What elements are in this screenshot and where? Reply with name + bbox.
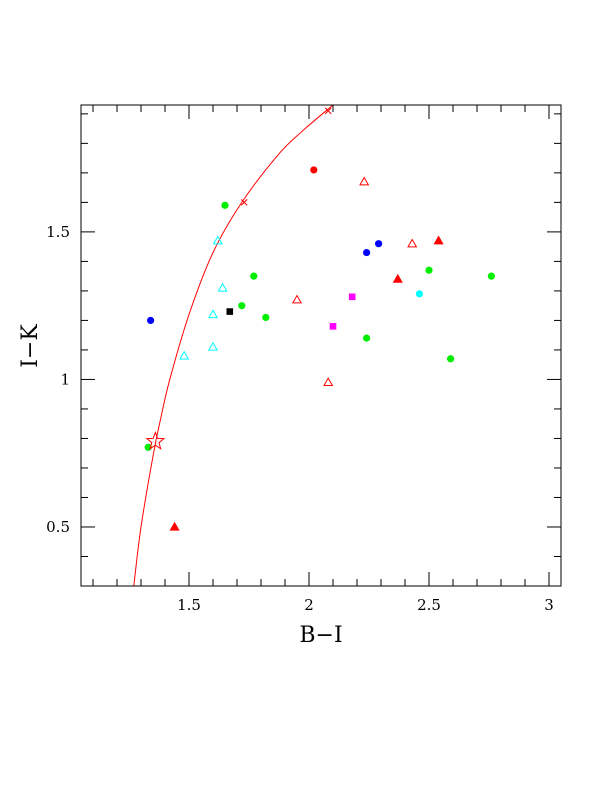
data-point-triangle-open <box>212 235 223 245</box>
data-point-circle <box>487 272 495 280</box>
data-point-circle <box>425 266 433 274</box>
axis-ticks <box>81 105 561 587</box>
data-point-circle <box>363 248 371 257</box>
model-curve-layer <box>133 105 334 586</box>
y-tick-label: 1 <box>60 370 70 388</box>
data-point-triangle-open <box>407 238 418 248</box>
x-tick-label: 2.5 <box>417 596 441 614</box>
data-point-circle <box>221 201 229 209</box>
data-point-circle <box>415 290 423 298</box>
y-tick-label: 1.5 <box>46 223 70 241</box>
curve-cross-marker <box>324 107 332 115</box>
data-point-circle <box>250 272 258 280</box>
y-tick-label: 0.5 <box>46 518 70 536</box>
data-point-circle <box>447 355 455 363</box>
data-point-circle <box>363 334 371 342</box>
data-point-triangle <box>392 273 403 283</box>
x-tick-label: 2 <box>304 596 314 614</box>
data-point-triangle-open <box>323 377 334 387</box>
data-point-circle <box>262 313 270 322</box>
data-point-triangle-open <box>207 309 219 319</box>
data-point-triangle <box>433 235 444 245</box>
curve-cross-marker <box>240 199 248 206</box>
model-curve <box>133 105 334 586</box>
data-point-triangle-open <box>207 341 219 351</box>
tick-labels: 1.5 2 2.5 3 0.5 1 1.5 <box>46 223 554 614</box>
data-point-triangle <box>169 521 180 531</box>
data-point-circle <box>238 302 246 310</box>
data-point-circle <box>310 166 318 174</box>
data-point-square <box>348 293 356 301</box>
data-point-circle <box>375 240 383 248</box>
x-axis-title: B−I <box>299 623 342 648</box>
data-point-square <box>226 308 234 315</box>
y-axis-title: I−K <box>18 324 43 368</box>
data-point-square <box>329 323 337 330</box>
x-tick-label: 1.5 <box>177 596 201 614</box>
plot-frame <box>80 104 562 587</box>
data-point-triangle-open <box>291 294 303 304</box>
data-point-circle <box>147 316 155 325</box>
data-point-triangle-open <box>359 176 370 186</box>
data-point-triangle-open <box>179 350 190 360</box>
data-point-star <box>145 430 166 450</box>
data-point-triangle-open <box>217 282 228 292</box>
x-tick-label: 3 <box>544 596 554 614</box>
data-points-layer <box>144 166 495 531</box>
